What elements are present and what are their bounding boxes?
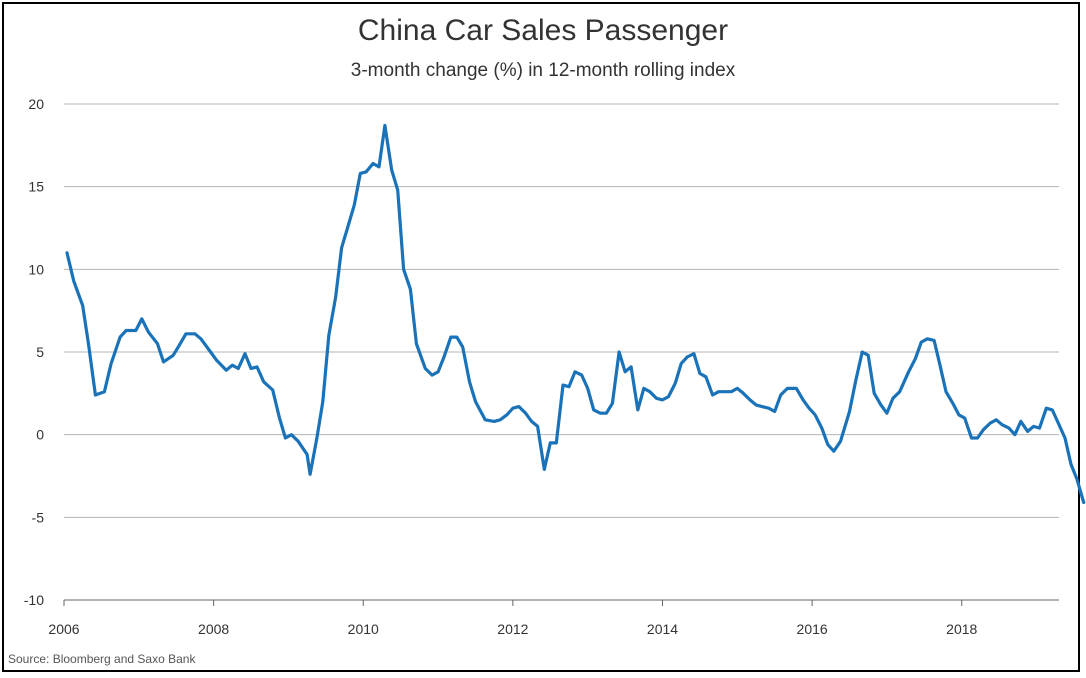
source-note: Source: Bloomberg and Saxo Bank xyxy=(8,652,196,666)
y-tick-label: 10 xyxy=(28,261,44,277)
x-tick-label: 2018 xyxy=(946,621,977,637)
x-axis-ticks: 2006 2008 2010 2012 2014 2016 2018 xyxy=(48,600,978,637)
y-axis-ticks: 20 15 10 5 0 -5 -10 xyxy=(24,96,44,608)
x-tick-label: 2006 xyxy=(48,621,79,637)
y-tick-label: -10 xyxy=(24,592,44,608)
x-tick-label: 2008 xyxy=(198,621,229,637)
x-tick-label: 2010 xyxy=(348,621,379,637)
chart-subtitle: 3-month change (%) in 12-month rolling i… xyxy=(350,60,736,81)
x-tick-label: 2012 xyxy=(497,621,528,637)
gridlines xyxy=(64,103,1059,518)
y-tick-label: 20 xyxy=(28,96,44,112)
y-tick-label: 0 xyxy=(36,427,44,443)
x-tick-label: 2016 xyxy=(797,621,828,637)
y-tick-label: -5 xyxy=(32,509,45,525)
x-tick-label: 2014 xyxy=(647,621,678,637)
series-line xyxy=(65,123,1086,505)
y-tick-label: 5 xyxy=(36,344,44,360)
y-tick-label: 15 xyxy=(28,179,44,195)
chart-title: China Car Sales Passenger xyxy=(357,14,729,47)
